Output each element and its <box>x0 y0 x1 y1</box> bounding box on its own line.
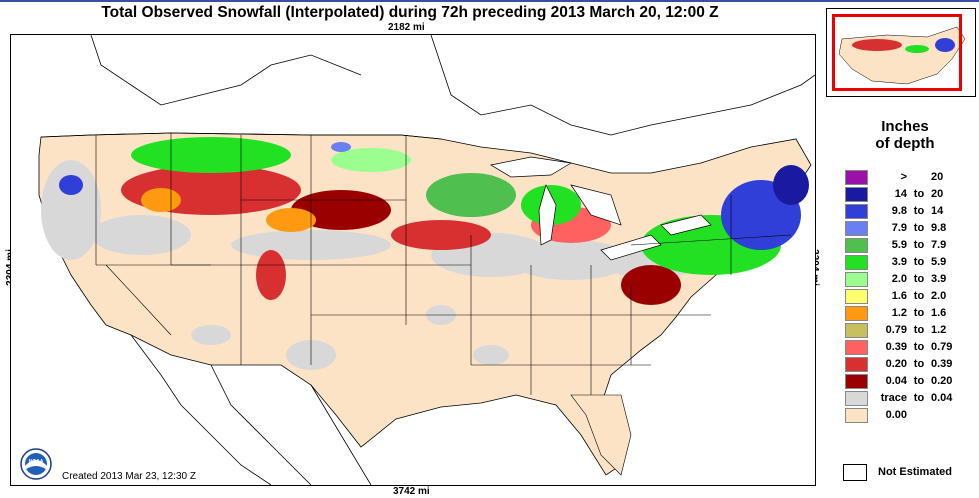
legend-to: to <box>913 307 925 319</box>
legend-row: 3.9 to 5.9 <box>845 255 970 272</box>
legend-swatch <box>845 374 868 389</box>
legend-to: to <box>913 290 925 302</box>
legend-low: 14 <box>894 188 907 200</box>
created-timestamp: Created 2013 Mar 23, 12:30 Z <box>62 471 196 482</box>
legend-swatch <box>845 272 868 287</box>
legend-swatch <box>845 170 868 185</box>
florida <box>570 394 632 476</box>
legend-low: 0.79 <box>885 324 907 336</box>
legend-to: to <box>913 256 925 268</box>
canada-outline-2 <box>430 35 815 136</box>
legend-high: 20 <box>931 188 944 200</box>
noaa-logo-text: NOAA <box>29 459 44 465</box>
legend-swatch <box>845 187 868 202</box>
legend-low: 3.9 <box>891 256 907 268</box>
legend-high: 1.6 <box>931 307 947 319</box>
legend-to: to <box>913 222 925 234</box>
legend-row: 0.00 <box>845 408 970 425</box>
legend-row: 1.2 to 1.6 <box>845 306 970 323</box>
legend-row: 0.20 to 0.39 <box>845 357 970 374</box>
inset-map-canvas <box>838 26 966 85</box>
legend-row: 0.39 to 0.79 <box>845 340 970 357</box>
legend-high: 14 <box>931 205 944 217</box>
legend-high: 0.20 <box>931 375 953 387</box>
legend-row: trace to 0.04 <box>845 391 970 408</box>
legend-swatch <box>845 255 868 270</box>
legend-row: 1.6 to 2.0 <box>845 289 970 306</box>
legend-to: to <box>913 273 925 285</box>
legend-low: trace <box>880 392 907 404</box>
legend-swatch <box>845 357 868 372</box>
legend-to: to <box>913 375 925 387</box>
legend-high: 0.79 <box>931 341 953 353</box>
great-lakes <box>490 156 712 261</box>
bottom-dimension-label: 3742 mi <box>393 486 430 497</box>
legend-title: Inches of depth <box>840 118 970 152</box>
canada-outline-1 <box>90 35 362 106</box>
legend-low: 5.9 <box>891 239 907 251</box>
legend-high: 3.9 <box>931 273 947 285</box>
legend-swatch <box>845 323 868 338</box>
snowfall-map[interactable] <box>10 34 816 486</box>
legend: >20 14 to 20 9.8 to 14 7.9 to 9.8 5.9 to 7.9 3.9 to 5.9… <box>845 170 970 425</box>
legend-high: 5.9 <box>931 256 947 268</box>
legend-high: 20 <box>931 171 944 183</box>
legend-low: 1.2 <box>891 307 907 319</box>
legend-to: to <box>913 358 925 370</box>
legend-high: 0.39 <box>931 358 953 370</box>
state-borders <box>95 133 792 395</box>
legend-swatch <box>845 221 868 236</box>
legend-title-line2: of depth <box>875 135 935 152</box>
map-canvas <box>38 35 815 485</box>
legend-swatch <box>845 306 868 321</box>
legend-low: 7.9 <box>891 222 907 234</box>
legend-to: to <box>913 324 925 336</box>
legend-low: > <box>900 171 907 183</box>
legend-high: 7.9 <box>931 239 947 251</box>
legend-high: 9.8 <box>931 222 947 234</box>
legend-low: 9.8 <box>891 205 907 217</box>
legend-row: 9.8 to 14 <box>845 204 970 221</box>
legend-swatch <box>845 204 868 219</box>
legend-swatch <box>845 408 868 423</box>
legend-low: 0.20 <box>885 358 907 370</box>
legend-swatch <box>845 391 868 406</box>
inset-overview-map[interactable] <box>826 8 976 97</box>
mexico-outline <box>130 334 372 485</box>
legend-low: 2.0 <box>891 273 907 285</box>
legend-row: 7.9 to 9.8 <box>845 221 970 238</box>
legend-row: >20 <box>845 170 970 187</box>
legend-to: to <box>913 188 925 200</box>
legend-low: 0.00 <box>885 409 907 421</box>
legend-title-line1: Inches <box>881 118 929 135</box>
not-estimated-swatch <box>843 464 867 481</box>
inset-extent-box <box>832 14 962 91</box>
top-accent-line <box>0 0 979 2</box>
legend-row: 2.0 to 3.9 <box>845 272 970 289</box>
legend-row: 0.79 to 1.2 <box>845 323 970 340</box>
legend-high: 0.04 <box>931 392 953 404</box>
legend-swatch <box>845 289 868 304</box>
legend-low: 0.39 <box>885 341 907 353</box>
legend-high: 2.0 <box>931 290 947 302</box>
legend-low: 0.04 <box>885 375 907 387</box>
legend-to: to <box>913 205 925 217</box>
map-title: Total Observed Snowfall (Interpolated) d… <box>101 4 719 21</box>
legend-to: to <box>913 392 925 404</box>
legend-to: to <box>913 239 925 251</box>
legend-swatch <box>845 238 868 253</box>
top-dimension-label: 2182 mi <box>388 22 425 33</box>
legend-swatch <box>845 340 868 355</box>
heavy-snow-areas <box>59 142 809 250</box>
legend-low: 1.6 <box>891 290 907 302</box>
legend-to: to <box>913 341 925 353</box>
noaa-logo-icon: NOAA <box>20 448 52 480</box>
legend-row: 5.9 to 7.9 <box>845 238 970 255</box>
not-estimated-label: Not Estimated <box>878 466 952 478</box>
canada-border <box>40 132 442 140</box>
legend-row: 14 to 20 <box>845 187 970 204</box>
legend-high: 1.2 <box>931 324 947 336</box>
legend-row: 0.04 to 0.20 <box>845 374 970 391</box>
